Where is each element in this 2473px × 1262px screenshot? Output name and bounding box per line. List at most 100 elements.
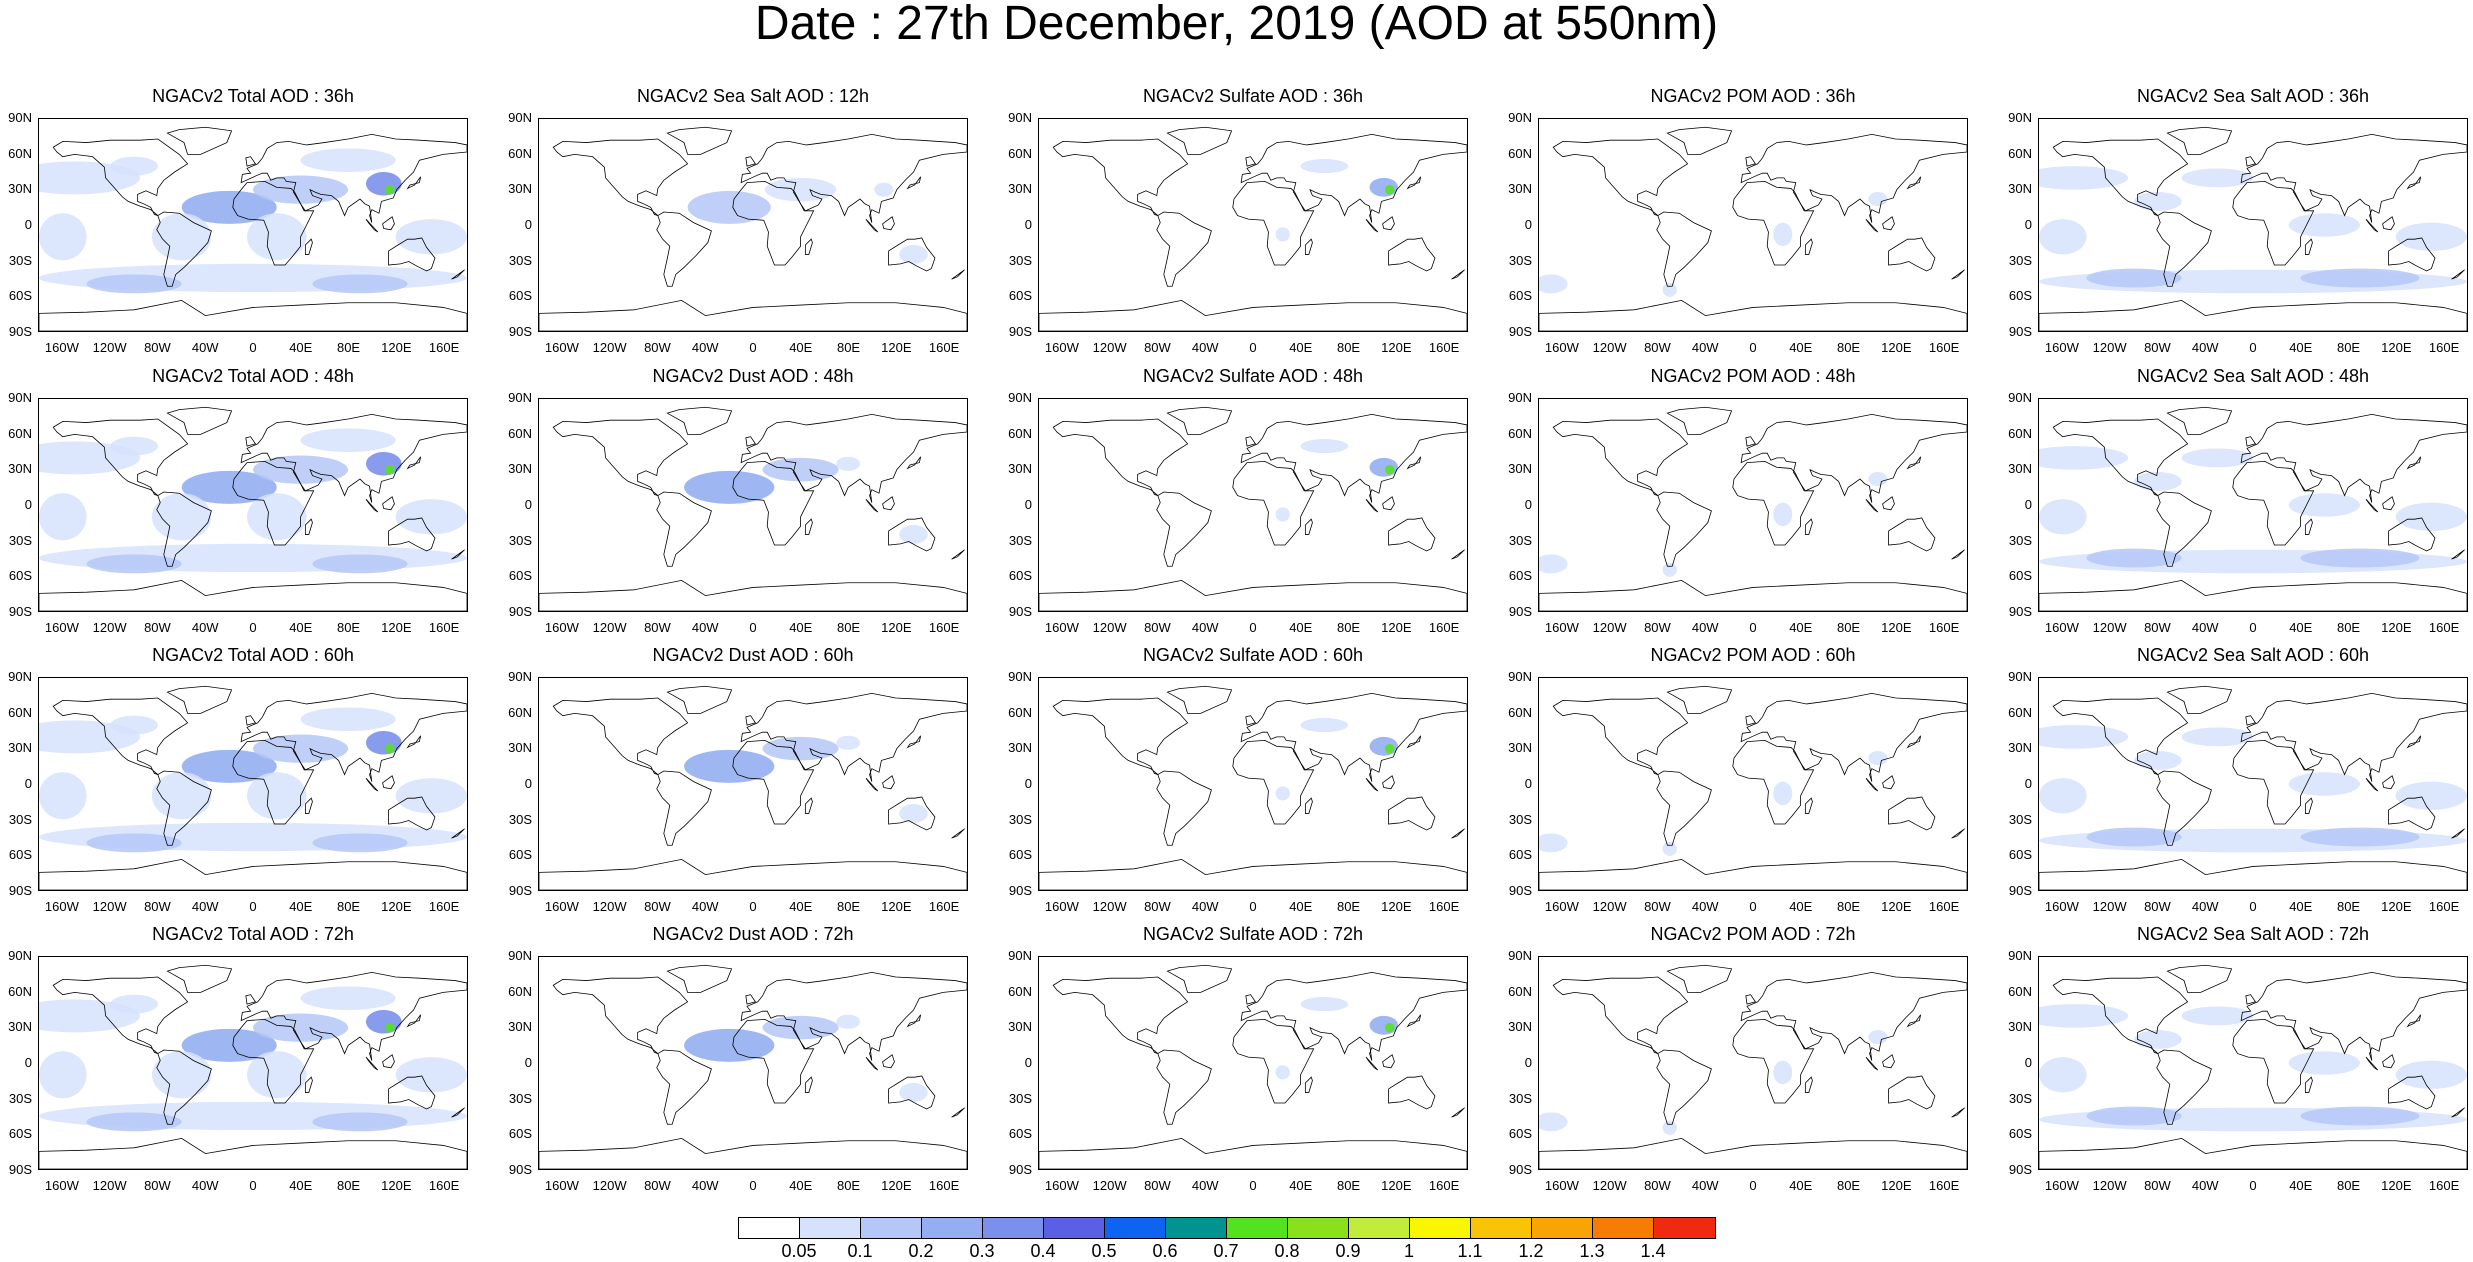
aerosol-patch (2300, 548, 2420, 568)
aerosol-patch (836, 456, 860, 471)
aerosol-patch (395, 1057, 467, 1093)
map-canvas (1039, 685, 1467, 890)
lon-tick-label: 80W (1144, 1178, 1171, 1193)
aerosol-patch (899, 245, 928, 264)
lat-tick-label: 30N (8, 740, 32, 756)
lat-tick-label: 90S (1508, 324, 1532, 339)
aerosol-patch (687, 190, 771, 224)
lat-tick-label: 30N (508, 461, 532, 477)
world-map (538, 118, 968, 332)
lat-tick-label: 30N (2008, 461, 2032, 477)
lon-tick-label: 40W (1191, 899, 1219, 914)
coastline (232, 181, 315, 266)
coastline (1804, 238, 1813, 255)
coastline (1245, 715, 1257, 726)
map-panel: NGACv2 Total AOD : 72h 90N 60N 30N 0 30S 60S 90… (8, 924, 468, 1193)
lat-tick-label: 60N (508, 983, 532, 999)
lon-tick-label: 120E (1381, 620, 1412, 635)
coastline (451, 269, 465, 280)
aerosol-patch (110, 715, 158, 735)
lon-tick-label: 40E (1789, 340, 1813, 355)
lat-tick-label: 90N (1508, 948, 1532, 963)
lon-tick-label: 120W (92, 1178, 127, 1193)
lon-tick-label: 160E (1428, 899, 1460, 914)
aerosol-patch (384, 464, 395, 475)
panel-title: NGACv2 Sea Salt AOD : 12h (636, 86, 870, 106)
coastline (2365, 218, 2379, 233)
lon-tick-label: 120W (592, 620, 627, 635)
lon-tick-label: 40W (691, 899, 719, 914)
coastline (1245, 436, 1257, 447)
coastline (888, 1075, 936, 1110)
lon-tick-label: 40E (1789, 620, 1813, 635)
lon-tick-label: 120W (592, 899, 627, 914)
coastline (2406, 735, 2422, 749)
aerosol-patch (2181, 727, 2253, 747)
lat-tick-label: 0 (1024, 1055, 1032, 1070)
coastline (1304, 238, 1313, 255)
lon-tick-label: 40W (1691, 1178, 1719, 1193)
aerosol-patch (1539, 274, 1568, 294)
colorbar-swatch (1349, 1218, 1410, 1238)
aerosol-patch (247, 213, 307, 261)
coastline (656, 770, 712, 846)
aerosol-patch (1773, 781, 1793, 806)
lon-tick-label: 80E (1336, 340, 1361, 355)
lon-tick-label: 120E (381, 1178, 412, 1193)
aerosol-patch (2181, 1006, 2253, 1026)
lon-tick-label: 160W (44, 340, 79, 355)
lon-tick-label: 80W (1644, 899, 1671, 914)
coastline (865, 1056, 879, 1071)
coastline (1232, 1019, 1315, 1104)
lat-tick-label: 90S (8, 604, 32, 619)
aerosol-patch (874, 182, 894, 197)
lon-tick-label: 40W (1191, 1178, 1219, 1193)
lon-tick-label: 80W (1144, 340, 1171, 355)
coastline (1732, 740, 1815, 825)
aerosol-patch (2039, 499, 2087, 535)
coastline (2232, 461, 2315, 546)
map-panel: NGACv2 Total AOD : 36h 90N 60N 30N 0 30S 60S 90… (8, 86, 468, 355)
coastline (740, 133, 967, 223)
lon-tick-label: 80E (336, 340, 361, 355)
coastline (1388, 237, 1436, 272)
aerosol-patch (300, 986, 396, 1010)
aerosol-patch (1662, 1120, 1677, 1135)
lon-tick-label: 120E (1381, 899, 1412, 914)
coastline (1740, 133, 1967, 223)
lat-tick-label: 60N (508, 425, 532, 441)
aerosol-patch (2181, 448, 2253, 468)
coastline (1740, 413, 1967, 503)
map-canvas (1039, 964, 1467, 1169)
aerosol-patch (39, 772, 87, 820)
lon-tick-label: 0 (2249, 620, 2257, 635)
map-canvas (1539, 685, 1967, 890)
lat-tick-label: 30N (1508, 461, 1532, 477)
lon-tick-label: 80E (1336, 1178, 1361, 1193)
lat-tick-label: 0 (524, 217, 532, 232)
aerosol-patch (1868, 751, 1888, 766)
lon-tick-label: 160E (2428, 1178, 2460, 1193)
lat-tick-label: 90S (1008, 324, 1032, 339)
aerosol-patch (312, 1112, 408, 1132)
lon-tick-label: 160W (1044, 899, 1079, 914)
lat-tick-label: 90N (2008, 948, 2032, 963)
aerosol-patch (2288, 772, 2360, 796)
coastline (804, 1076, 813, 1093)
lon-tick-label: 80E (1836, 340, 1861, 355)
coastline (240, 413, 467, 503)
aerosol-patch (1868, 472, 1888, 487)
colorbar-swatch (1532, 1218, 1593, 1238)
coastline (2240, 413, 2467, 503)
colorbar-swatch (1471, 1218, 1532, 1238)
lat-tick-label: 60N (1008, 983, 1032, 999)
aerosol-patch (151, 1051, 212, 1099)
lon-tick-label: 80E (1336, 620, 1361, 635)
lon-tick-label: 40W (2191, 620, 2219, 635)
coastline (888, 237, 936, 272)
map-canvas (539, 126, 967, 331)
coastline (1882, 1054, 1895, 1069)
aerosol-patch (395, 778, 467, 814)
aerosol-patch (899, 804, 928, 823)
lat-tick-label: 90N (508, 948, 532, 963)
